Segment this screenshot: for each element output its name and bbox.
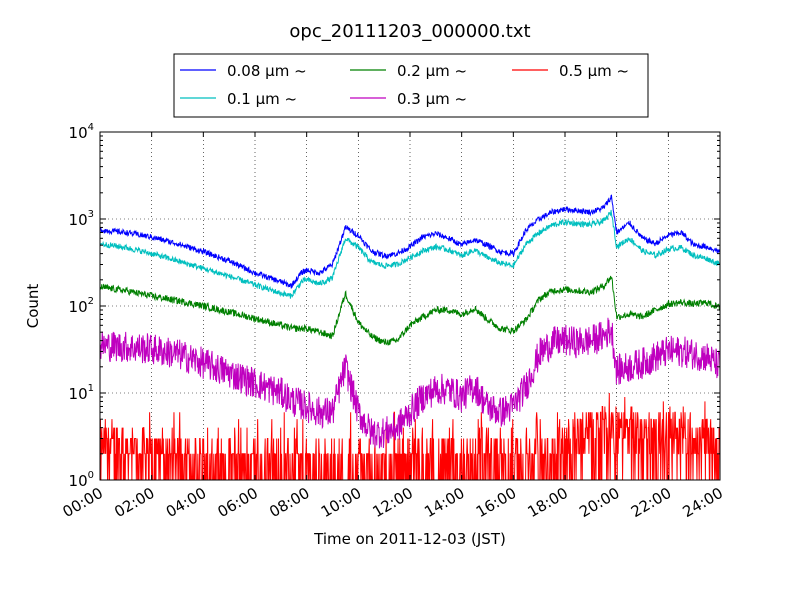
y-tick-base: 10 [69,472,88,490]
y-tick-label: 104 [69,122,94,142]
y-tick-base: 10 [69,298,88,316]
y-tick-label: 103 [69,209,94,229]
y-tick-exponent: 0 [88,470,94,481]
legend-label: 0.08 μm ~ [227,62,307,80]
grid-lines [100,132,720,480]
y-tick-label: 101 [69,383,94,403]
y-tick-exponent: 2 [88,296,94,307]
chart-title: opc_20111203_000000.txt [289,21,530,42]
legend-label: 0.2 μm ~ [397,62,467,80]
y-tick-label: 100 [69,470,94,490]
legend-label: 0.5 μm ~ [559,62,629,80]
y-tick-exponent: 1 [88,383,94,394]
y-tick-label: 102 [69,296,94,316]
legend-frame [173,53,649,118]
x-axis-label: Time on 2011-12-03 (JST) [313,530,506,548]
series-line-2 [100,275,720,346]
series-line-3 [100,317,720,449]
legend-label: 0.1 μm ~ [227,90,297,108]
series-line-1 [100,209,720,299]
legend-label: 0.3 μm ~ [397,90,467,108]
y-tick-base: 10 [69,211,88,229]
legend: 0.08 μm ~ 0.1 μm ~ 0.2 μm ~ 0.3 μm ~ 0.5 μm … [173,53,649,118]
y-axis-label: Count [24,284,42,329]
series-line-0 [100,194,720,289]
series-line-4 [100,392,720,480]
y-tick-base: 10 [69,124,88,142]
series-layer [100,194,720,480]
y-tick-exponent: 4 [88,122,94,133]
y-tick-exponent: 3 [88,209,94,220]
y-tick-base: 10 [69,385,88,403]
